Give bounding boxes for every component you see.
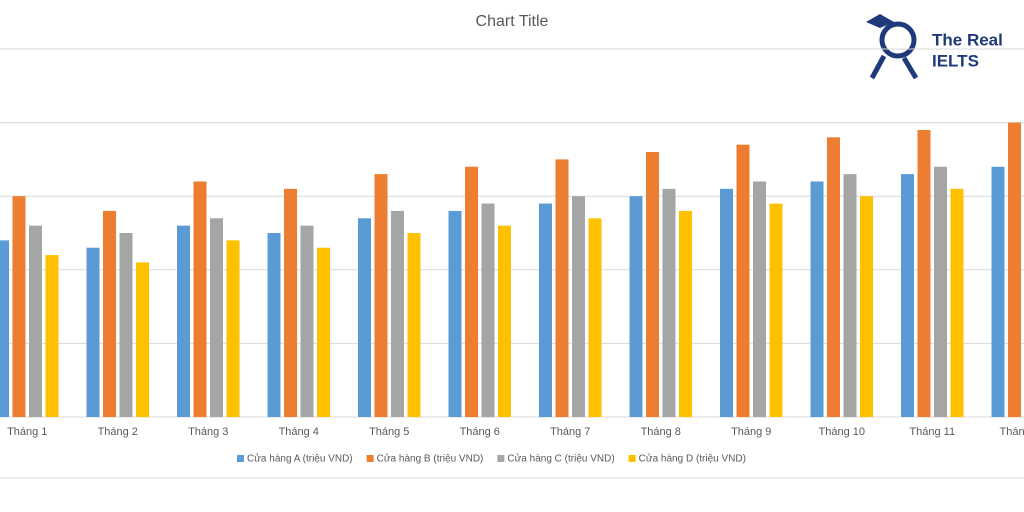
x-tick-label: Tháng 12 — [1000, 426, 1024, 438]
bar — [917, 129, 931, 417]
bar — [284, 188, 297, 417]
bar — [679, 210, 692, 417]
bar — [646, 152, 659, 418]
bar — [720, 188, 733, 417]
bar — [136, 262, 149, 417]
bar — [934, 166, 947, 417]
bar — [29, 225, 42, 417]
bar — [843, 174, 857, 417]
bar — [950, 188, 964, 417]
bar — [210, 218, 223, 417]
legend-swatch — [628, 455, 636, 462]
bar — [991, 166, 1005, 417]
legend-label: Cửa hàng A (triệu VND) — [247, 453, 353, 465]
bar — [407, 233, 421, 417]
x-tick-label: Tháng 8 — [641, 426, 681, 438]
bar — [0, 240, 9, 417]
legend-label: Cửa hàng C (triệu VND) — [507, 453, 614, 465]
x-tick-label: Tháng 4 — [279, 426, 319, 438]
legend-swatch — [237, 455, 244, 462]
bar — [588, 218, 602, 417]
bar — [86, 247, 100, 417]
bar — [769, 203, 783, 417]
bar — [481, 203, 495, 417]
legend-label: Cửa hàng D (triệu VND) — [639, 453, 746, 465]
bar — [498, 225, 511, 417]
bar — [1008, 122, 1021, 417]
x-tick-label: Tháng 5 — [369, 426, 409, 438]
bar — [119, 233, 133, 417]
chart-title: Chart Title — [476, 13, 549, 30]
bar — [753, 181, 766, 417]
legend-swatch — [366, 455, 374, 462]
bar — [448, 210, 462, 417]
bar — [103, 210, 116, 417]
bar — [827, 137, 840, 417]
bar — [555, 159, 569, 417]
bar — [539, 203, 552, 417]
x-tick-label: Tháng 3 — [188, 426, 228, 438]
logo-text: The Real — [932, 30, 1003, 49]
legend-label: Cửa hàng B (triệu VND) — [377, 453, 484, 465]
bar — [465, 166, 478, 417]
legend-swatch — [497, 455, 505, 462]
bar — [358, 218, 371, 417]
bar — [901, 174, 914, 417]
bar — [374, 174, 388, 417]
x-tick-label: Tháng 11 — [909, 426, 955, 438]
bar — [317, 247, 330, 417]
bar — [12, 196, 26, 417]
x-tick-label: Tháng 10 — [819, 426, 865, 438]
bar — [736, 144, 750, 417]
logo-cap — [866, 14, 894, 28]
x-tick-label: Tháng 2 — [98, 426, 138, 438]
bar — [193, 181, 207, 417]
x-tick-label: Tháng 9 — [731, 426, 771, 438]
logo-icon — [879, 21, 917, 59]
bar — [860, 196, 873, 417]
bar — [572, 196, 585, 417]
bar — [300, 225, 314, 417]
bar — [391, 210, 404, 417]
bar — [810, 181, 824, 417]
bar — [629, 196, 643, 417]
bar — [45, 255, 59, 417]
bar — [177, 225, 190, 417]
x-tick-label: Tháng 7 — [550, 426, 590, 438]
x-tick-label: Tháng 1 — [7, 426, 47, 438]
bar — [267, 233, 281, 417]
x-tick-label: Tháng 6 — [460, 426, 500, 438]
bar — [662, 188, 676, 417]
logo: The Real IELTS — [866, 14, 1003, 80]
logo-text: IELTS — [932, 51, 979, 70]
logo-legs — [869, 54, 919, 80]
bar — [226, 240, 240, 417]
